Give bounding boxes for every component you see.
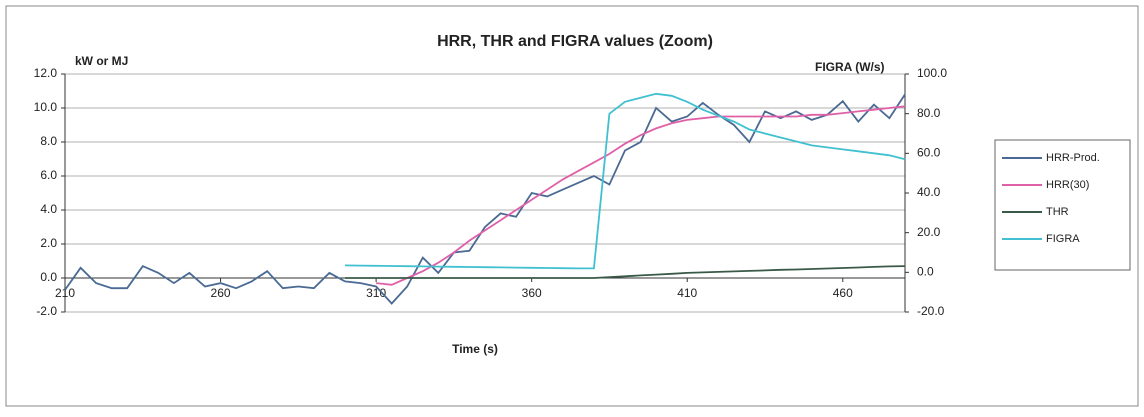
series-line: [344, 92, 906, 270]
y-tick-label: 6.0: [40, 168, 57, 182]
y2-tick-label: 20.0: [917, 225, 941, 239]
x-tick-label: 460: [833, 286, 853, 300]
y2-tick-label: -20.0: [917, 304, 945, 318]
legend-label: HRR-Prod.: [1046, 152, 1100, 164]
y2-tick-label: 80.0: [917, 106, 941, 120]
legend-box: [994, 139, 1131, 271]
y-tick-label: -2.0: [36, 304, 57, 318]
x-tick-label: 310: [366, 286, 386, 300]
y-tick-label: 8.0: [40, 134, 57, 148]
x-axis-label: Time (s): [452, 342, 498, 356]
chart-title: HRR, THR and FIGRA values (Zoom): [437, 33, 713, 50]
y-tick-label: 10.0: [34, 100, 58, 114]
legend-label: THR: [1046, 206, 1069, 218]
y2-tick-label: 60.0: [917, 146, 941, 160]
series-line: [64, 93, 906, 305]
y2-tick-label: 0.0: [917, 265, 934, 279]
x-tick-label: 360: [522, 286, 542, 300]
chart-frame: [5, 5, 1139, 407]
series-line: [376, 105, 906, 286]
y2-tick-label: 40.0: [917, 185, 941, 199]
y-tick-label: 0.0: [40, 270, 57, 284]
y-tick-label: 4.0: [40, 202, 57, 216]
y-tick-label: 12.0: [34, 66, 58, 80]
x-tick-label: 410: [677, 286, 697, 300]
y-tick-label: 2.0: [40, 236, 57, 250]
y-axis-label: kW or MJ: [75, 54, 128, 68]
y2-axis-label: FIGRA (W/s): [815, 60, 885, 74]
y2-tick-label: 100.0: [917, 66, 947, 80]
x-tick-label: 260: [211, 286, 231, 300]
legend-label: HRR(30): [1046, 179, 1089, 191]
series-line: [345, 265, 906, 279]
legend-label: FIGRA: [1046, 233, 1080, 245]
x-tick-label: 210: [55, 286, 75, 300]
